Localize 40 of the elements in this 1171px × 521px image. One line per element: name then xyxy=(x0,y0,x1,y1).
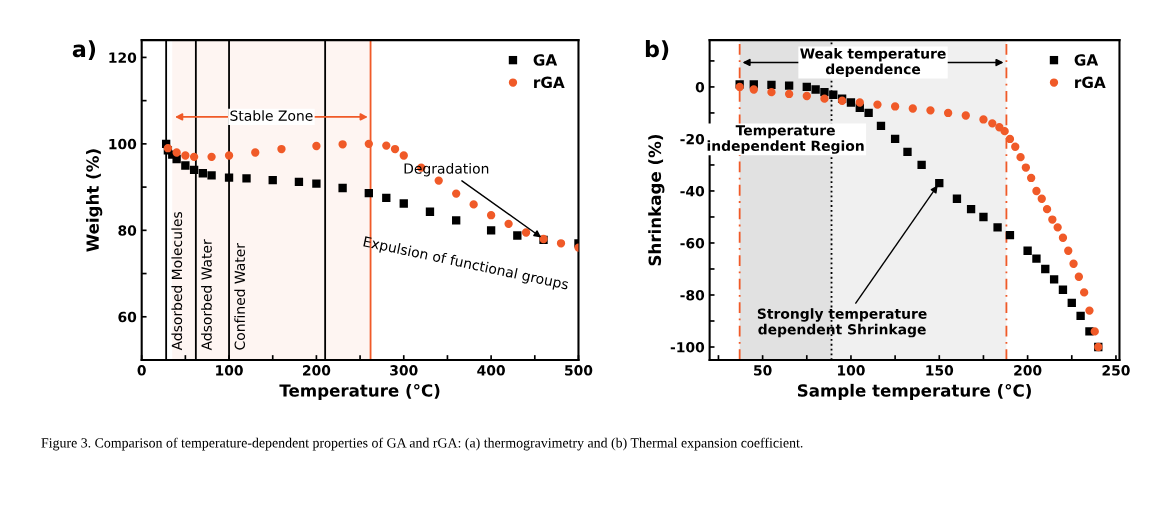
x-axis-title: Sample temperature (°C) xyxy=(797,383,1031,400)
y-tick-label: -40 xyxy=(680,185,705,197)
x-tick-label: 100 xyxy=(838,365,865,376)
x-tick-label: 0 xyxy=(137,365,146,376)
band-label: Temperature independent Region xyxy=(707,125,864,154)
y-tick-label: 100 xyxy=(109,138,137,150)
y-tick-label: 80 xyxy=(118,225,137,236)
ref-line-label: Adsorbed Molecules xyxy=(171,212,183,351)
chart-title: a) xyxy=(72,40,96,60)
y-tick-label: -100 xyxy=(670,341,705,353)
x-tick-label: 150 xyxy=(926,365,954,376)
legend-label: GA xyxy=(1074,54,1099,66)
ref-line-label: Confined Water xyxy=(234,243,246,350)
y-tick-label: 120 xyxy=(109,52,137,63)
y-tick-label: 60 xyxy=(118,311,137,323)
y-tick-label: 0 xyxy=(695,81,705,93)
y-axis-title: Shrinkage (%) xyxy=(648,135,665,266)
x-tick-label: 400 xyxy=(477,365,505,376)
caption: Figure 3. Comparison of temperature-dependent properties of GA and rGA: (a) thermogravimetry and (b) Thermal expansion coefficient. xyxy=(41,437,803,451)
ref-line-label: Adsorbed Water xyxy=(201,239,212,351)
chart-title: b) xyxy=(645,40,669,60)
y-tick-label: -80 xyxy=(680,289,705,301)
y-axis-title: Weight (%) xyxy=(86,149,103,252)
x-tick-label: 50 xyxy=(754,365,772,376)
legend-label: GA xyxy=(533,54,558,66)
x-tick-label: 300 xyxy=(390,365,418,376)
y-tick-label: -60 xyxy=(680,237,705,249)
annotation: Strongly temperature dependent Shrinkage xyxy=(757,308,927,338)
band-label: Weak temperature dependence xyxy=(800,48,946,78)
x-axis-title: Temperature (°C) xyxy=(279,383,440,400)
x-tick-label: 200 xyxy=(1014,365,1042,376)
annotation: Degradation xyxy=(404,163,489,177)
y-tick-label: -20 xyxy=(680,133,705,145)
x-tick-label: 200 xyxy=(303,365,331,376)
x-tick-label: 100 xyxy=(216,365,243,376)
legend-label: rGA xyxy=(534,76,565,89)
band-label: Stable Zone xyxy=(230,110,313,121)
legend-label: rGA xyxy=(1075,76,1106,89)
x-tick-label: 250 xyxy=(1102,365,1130,376)
x-tick-label: 500 xyxy=(565,365,593,376)
